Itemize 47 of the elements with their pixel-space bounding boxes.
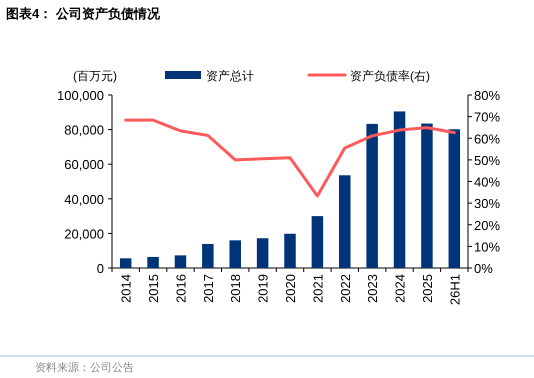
y-tick-label: 20,000 [64,226,104,242]
bar [448,129,460,268]
y-tick-label: 60,000 [64,157,104,172]
x-tick-label: 2015 [146,274,162,303]
bar [312,216,324,268]
x-tick-label: 2025 [420,274,435,303]
line-series [124,118,456,198]
y2-tick-label: 0% [474,261,494,276]
bar [421,124,433,268]
bar [120,258,132,268]
y2-tick-label: 50% [474,152,500,168]
x-tick-label: 2019 [256,274,271,303]
y2-tick-label: 70% [474,110,500,125]
x-tick-label: 2021 [310,274,326,303]
bar [339,175,351,268]
x-tick-label: 2020 [283,274,298,303]
bar [147,256,159,268]
y-tick-label: 100,000 [57,88,104,103]
y2-tick-label: 80% [474,88,500,103]
bar [394,111,406,268]
chart-title: 图表4： 公司资产负债情况 [6,6,161,21]
y-axis-title: (百万元) [73,69,117,83]
x-tick-label: 2017 [200,274,216,303]
y2-tick-label: 40% [474,174,500,190]
y2-tick-label: 30% [474,196,500,212]
y2-tick-label: 60% [474,131,500,146]
y-tick-label: 80,000 [64,122,104,138]
x-tick-label: 2016 [173,274,188,303]
y-tick-label: 40,000 [64,192,104,207]
legend-label: 资产负债率(右) [350,69,430,83]
y2-tick-label: 20% [474,218,500,233]
text: 资料来源：公司公告 [35,361,134,374]
y-tick-label: 0 [96,261,104,276]
bar [284,234,296,268]
legend-label: 资产总计 [206,69,254,83]
x-tick-label: 2018 [228,274,244,303]
bar [229,240,241,268]
x-tick-label: 2022 [338,274,353,303]
x-tick-label: 2014 [118,274,134,303]
bar [256,238,268,268]
bar [202,244,214,268]
x-tick-label: 2024 [392,274,408,303]
bar [366,124,378,268]
bar [174,255,186,268]
y2-tick-label: 10% [474,239,500,254]
x-tick-label: 26H1 [447,274,462,306]
x-tick-label: 2023 [365,274,380,303]
